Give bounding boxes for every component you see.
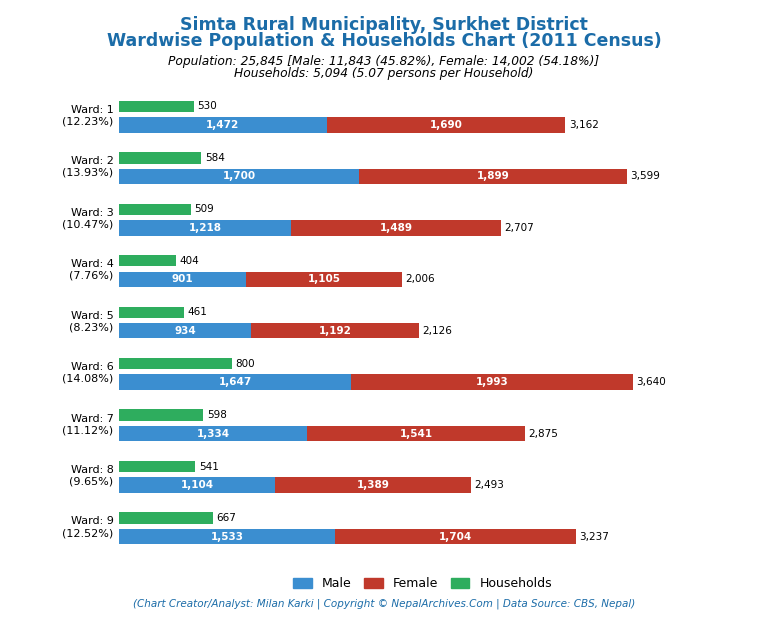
Bar bbox=[119, 220, 291, 235]
Bar bbox=[119, 409, 204, 421]
Bar bbox=[119, 323, 251, 338]
Text: Simta Rural Municipality, Surkhet District: Simta Rural Municipality, Surkhet Distri… bbox=[180, 16, 588, 34]
Text: 461: 461 bbox=[187, 307, 207, 317]
Text: 2,126: 2,126 bbox=[422, 326, 452, 336]
Bar bbox=[251, 323, 419, 338]
Bar bbox=[119, 374, 352, 390]
Text: 1,704: 1,704 bbox=[439, 531, 472, 541]
Text: 901: 901 bbox=[172, 274, 194, 284]
Text: 1,690: 1,690 bbox=[429, 120, 462, 130]
Text: 1,993: 1,993 bbox=[475, 377, 508, 387]
Text: 1,218: 1,218 bbox=[188, 223, 221, 233]
Text: Population: 25,845 [Male: 11,843 (45.82%), Female: 14,002 (54.18%)]: Population: 25,845 [Male: 11,843 (45.82%… bbox=[168, 55, 600, 68]
Bar bbox=[307, 426, 525, 441]
Bar bbox=[119, 272, 247, 287]
Bar bbox=[119, 255, 176, 267]
Bar bbox=[247, 272, 402, 287]
Text: Wardwise Population & Households Chart (2011 Census): Wardwise Population & Households Chart (… bbox=[107, 32, 661, 50]
Text: 1,533: 1,533 bbox=[210, 531, 243, 541]
Text: 1,389: 1,389 bbox=[356, 480, 389, 490]
Text: 2,006: 2,006 bbox=[406, 274, 435, 284]
Bar bbox=[119, 512, 214, 524]
Bar bbox=[119, 477, 275, 493]
Bar bbox=[291, 220, 501, 235]
Text: 404: 404 bbox=[180, 256, 200, 266]
Bar bbox=[352, 374, 633, 390]
Text: (Chart Creator/Analyst: Milan Karki | Copyright © NepalArchives.Com | Data Sourc: (Chart Creator/Analyst: Milan Karki | Co… bbox=[133, 599, 635, 609]
Bar bbox=[119, 529, 336, 545]
Bar bbox=[119, 101, 194, 112]
Bar bbox=[119, 358, 232, 369]
Bar bbox=[359, 169, 627, 184]
Text: 584: 584 bbox=[205, 153, 225, 163]
Text: 509: 509 bbox=[194, 204, 214, 214]
Text: 541: 541 bbox=[199, 462, 219, 472]
Bar bbox=[119, 426, 307, 441]
Text: 598: 598 bbox=[207, 410, 227, 420]
Text: 1,104: 1,104 bbox=[180, 480, 214, 490]
Text: 934: 934 bbox=[174, 326, 196, 336]
Text: 3,599: 3,599 bbox=[631, 171, 660, 181]
Text: 1,647: 1,647 bbox=[219, 377, 252, 387]
Bar bbox=[326, 117, 565, 133]
Bar bbox=[119, 307, 184, 318]
Text: 1,192: 1,192 bbox=[319, 326, 351, 336]
Text: 3,162: 3,162 bbox=[569, 120, 598, 130]
Bar bbox=[119, 152, 201, 163]
Text: 667: 667 bbox=[217, 513, 237, 523]
Text: 2,493: 2,493 bbox=[475, 480, 505, 490]
Text: 1,334: 1,334 bbox=[197, 429, 230, 439]
Bar bbox=[119, 204, 191, 215]
Text: Households: 5,094 (5.07 persons per Household): Households: 5,094 (5.07 persons per Hous… bbox=[234, 67, 534, 80]
Bar bbox=[119, 117, 326, 133]
Bar bbox=[275, 477, 471, 493]
Text: 3,237: 3,237 bbox=[579, 531, 609, 541]
Bar bbox=[336, 529, 576, 545]
Text: 1,472: 1,472 bbox=[207, 120, 240, 130]
Text: 1,899: 1,899 bbox=[476, 171, 509, 181]
Text: 2,707: 2,707 bbox=[505, 223, 535, 233]
Text: 800: 800 bbox=[236, 359, 255, 369]
Bar bbox=[119, 169, 359, 184]
Bar bbox=[119, 461, 195, 472]
Text: 530: 530 bbox=[197, 102, 217, 112]
Text: 2,875: 2,875 bbox=[528, 429, 558, 439]
Text: 3,640: 3,640 bbox=[636, 377, 666, 387]
Text: 1,489: 1,489 bbox=[379, 223, 412, 233]
Text: 1,541: 1,541 bbox=[399, 429, 432, 439]
Text: 1,700: 1,700 bbox=[223, 171, 256, 181]
Legend: Male, Female, Households: Male, Female, Households bbox=[288, 572, 557, 595]
Text: 1,105: 1,105 bbox=[308, 274, 341, 284]
